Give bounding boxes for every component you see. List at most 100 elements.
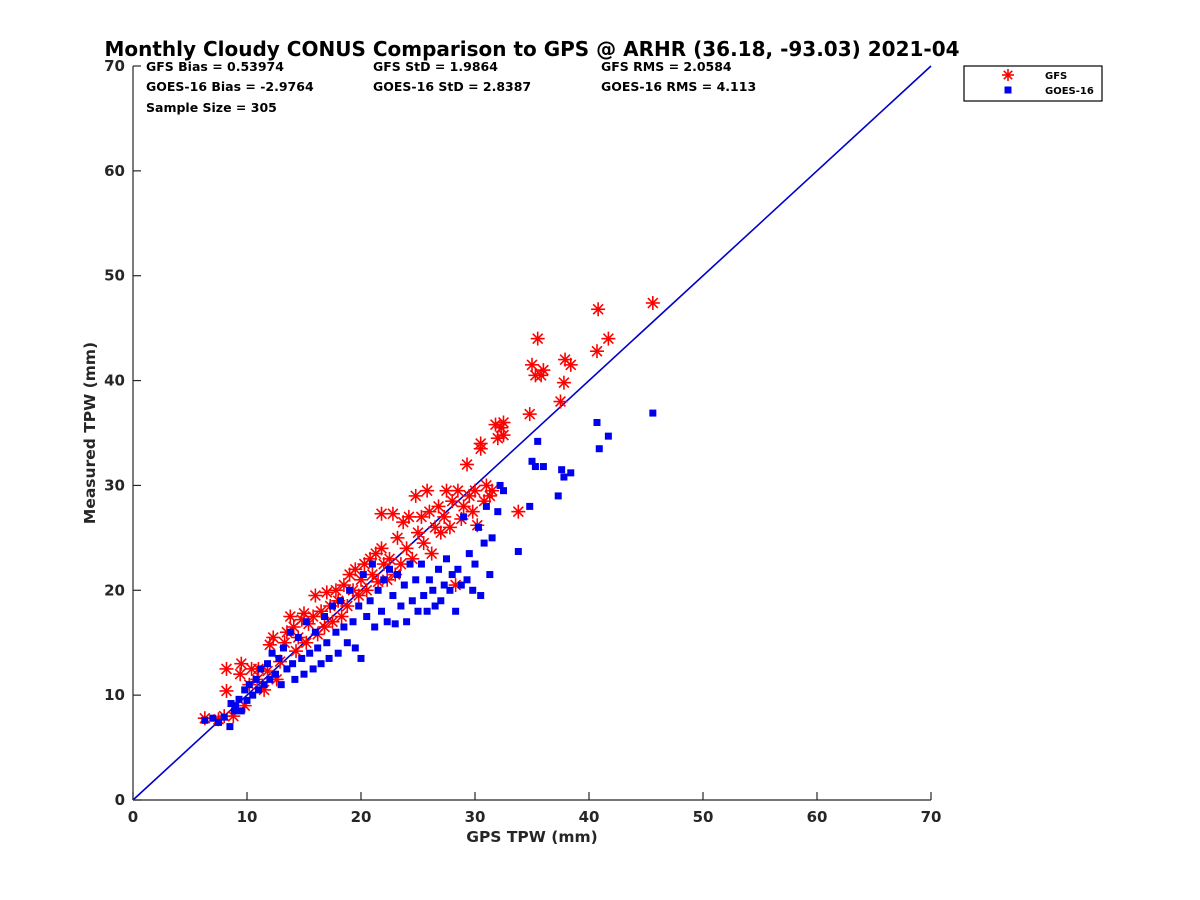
goes-16-point bbox=[351, 644, 359, 652]
gfs-point bbox=[416, 536, 431, 551]
gfs-point bbox=[390, 530, 405, 545]
legend-box bbox=[963, 65, 1103, 102]
goes-16-point bbox=[558, 466, 566, 474]
gfs-point bbox=[382, 551, 397, 566]
goes-16-point bbox=[595, 445, 603, 453]
gfs-point bbox=[351, 588, 366, 603]
gfs-point bbox=[522, 407, 537, 422]
goes-16-point bbox=[302, 618, 310, 626]
gfs-point bbox=[308, 588, 323, 603]
gfs-point bbox=[511, 504, 526, 519]
goes-16-point bbox=[420, 592, 428, 600]
gfs-point bbox=[411, 525, 425, 540]
goes-16-point bbox=[380, 576, 388, 584]
goes-16-point bbox=[465, 550, 473, 558]
goes-16-point bbox=[201, 716, 209, 724]
goes-16-point bbox=[477, 592, 485, 600]
goes-16-point bbox=[412, 576, 420, 584]
legend: GFS GOES-16 bbox=[963, 65, 1103, 102]
y-tick-label: 50 bbox=[104, 267, 125, 285]
legend-goes-16-marker bbox=[1004, 86, 1012, 94]
goes-16-point bbox=[366, 597, 374, 605]
gfs-point bbox=[319, 585, 334, 600]
goes-16-point bbox=[298, 654, 306, 662]
x-tick-label: 0 bbox=[128, 808, 138, 826]
goes-16-point bbox=[260, 681, 268, 689]
gfs-point bbox=[424, 546, 439, 561]
goes-16-point bbox=[452, 607, 460, 615]
goes-16-point bbox=[496, 481, 504, 489]
goes-16-point bbox=[425, 576, 433, 584]
goes-16-point bbox=[300, 670, 308, 678]
goes-16-point bbox=[291, 675, 299, 683]
gfs-point bbox=[445, 494, 460, 509]
goes-16-point bbox=[272, 670, 279, 678]
gfs-point bbox=[233, 667, 248, 682]
goes-16-point bbox=[474, 523, 482, 531]
goes-16-point bbox=[226, 723, 234, 731]
stats-block: GFS Bias = 0.53974 GFS StD = 1.9864 GFS RM… bbox=[146, 59, 756, 115]
x-tick-label: 20 bbox=[351, 808, 372, 826]
goes-16-point bbox=[429, 586, 437, 594]
goes-16-point bbox=[397, 602, 405, 610]
y-tick-label: 30 bbox=[104, 476, 125, 494]
goes-16-point bbox=[400, 581, 408, 589]
goes-16-point bbox=[469, 586, 477, 594]
data-marks bbox=[132, 65, 932, 801]
goes-16-point bbox=[471, 560, 479, 568]
stat-text: GOES-16 StD = 2.8387 bbox=[373, 79, 531, 94]
stat-text: GFS StD = 1.9864 bbox=[373, 59, 498, 74]
goes-16-point bbox=[374, 586, 382, 594]
y-tick-label: 20 bbox=[104, 581, 125, 599]
goes-16-point bbox=[355, 602, 363, 610]
gfs-point bbox=[563, 357, 578, 372]
goes-16-point bbox=[417, 560, 425, 568]
goes-16-point bbox=[378, 607, 386, 615]
y-tick-label: 10 bbox=[104, 686, 125, 704]
goes-16-point bbox=[254, 686, 262, 694]
gfs-point bbox=[328, 583, 343, 598]
goes-16-point bbox=[294, 633, 302, 641]
goes-16-point bbox=[368, 560, 376, 568]
gfs-point bbox=[450, 483, 465, 498]
stat-text: GFS RMS = 2.0584 bbox=[601, 59, 732, 74]
goes-16-point bbox=[363, 613, 371, 620]
gfs-point bbox=[591, 302, 606, 317]
legend-gfs-marker bbox=[1002, 69, 1014, 81]
goes-16-point bbox=[494, 508, 502, 516]
legend-gfs-label: GFS bbox=[1045, 71, 1067, 82]
gfs-point bbox=[340, 599, 355, 614]
goes-16-point bbox=[386, 565, 393, 573]
goes-16-point bbox=[264, 660, 272, 668]
goes-16-point bbox=[649, 409, 657, 417]
x-tick-label: 10 bbox=[237, 808, 258, 826]
gfs-point bbox=[374, 541, 389, 556]
goes-16-point bbox=[311, 628, 319, 636]
gfs-point bbox=[589, 344, 604, 359]
goes-16-point bbox=[443, 555, 450, 563]
stat-text: GOES-16 RMS = 4.113 bbox=[601, 79, 756, 94]
goes-16-point bbox=[480, 539, 488, 547]
goes-16-point bbox=[526, 502, 534, 510]
goes-16-point bbox=[245, 681, 253, 689]
y-axis-label: Measured TPW (mm) bbox=[81, 342, 99, 524]
goes-16-point bbox=[431, 602, 439, 610]
goes-16-point bbox=[389, 592, 397, 600]
gfs-point bbox=[359, 583, 374, 598]
goes-16-point bbox=[528, 457, 536, 465]
goes-16-point bbox=[500, 487, 507, 495]
gfs-point bbox=[556, 375, 571, 390]
goes-16-point bbox=[340, 623, 348, 631]
goes-16-point bbox=[249, 691, 257, 699]
goes-16-point bbox=[446, 586, 454, 594]
y-tick-label: 40 bbox=[104, 372, 125, 390]
goes-16-point bbox=[266, 675, 274, 683]
goes-16-point bbox=[463, 576, 471, 584]
goes-16-point bbox=[215, 718, 222, 726]
gfs-point bbox=[317, 619, 332, 634]
one-to-one-line bbox=[132, 65, 932, 801]
goes-16-point bbox=[604, 432, 612, 440]
gfs-point bbox=[365, 567, 380, 582]
gfs-point bbox=[473, 441, 488, 456]
goes-16-point bbox=[257, 665, 265, 673]
